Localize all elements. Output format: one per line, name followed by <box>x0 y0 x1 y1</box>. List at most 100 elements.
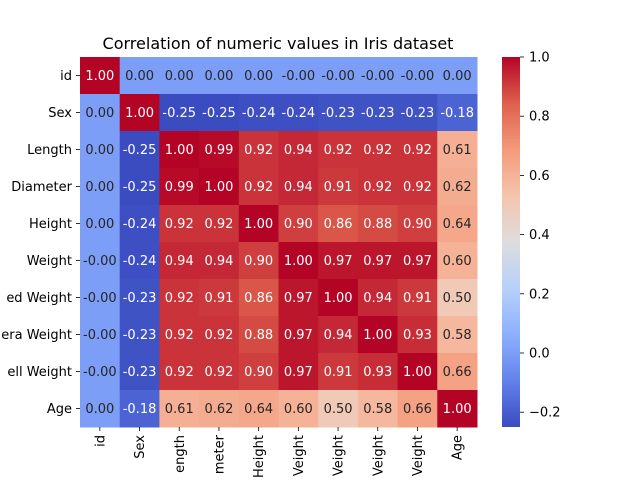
cell-value-label: 0.97 <box>284 328 313 343</box>
heatmap-cell <box>357 242 399 280</box>
heatmap-cell <box>119 316 160 354</box>
heatmap-cells <box>80 57 478 428</box>
x-tick-label: Height <box>252 435 267 478</box>
heatmap-cell <box>199 242 240 280</box>
cell-value-label: 0.00 <box>125 69 154 84</box>
cell-value-label: -0.24 <box>242 106 276 121</box>
heatmap-cell <box>159 205 200 243</box>
heatmap-cell <box>238 57 279 95</box>
cell-value-label: 0.58 <box>443 328 472 343</box>
x-tick-label: Age <box>451 435 466 460</box>
heatmap-cell <box>159 57 200 95</box>
cell-value-label: -0.24 <box>282 106 316 121</box>
heatmap-cell <box>357 205 399 243</box>
colorbar-tick-label: 1.0 <box>529 51 550 66</box>
cell-value-label: 0.61 <box>443 143 472 158</box>
heatmap-cell <box>397 279 438 317</box>
cell-value-label: 0.00 <box>85 143 114 158</box>
heatmap-cell <box>397 316 438 354</box>
heatmap-cell <box>159 279 200 317</box>
heatmap-cell <box>318 94 359 132</box>
cell-value-label: 0.92 <box>363 143 392 158</box>
heatmap-cell <box>278 279 319 317</box>
heatmap-cell <box>119 242 160 280</box>
heatmap-cell <box>238 205 279 243</box>
cell-value-label: 0.66 <box>443 365 472 380</box>
cell-value-label: -0.00 <box>83 254 117 269</box>
heatmap-cell <box>318 279 359 317</box>
cell-value-label: 0.92 <box>403 180 432 195</box>
heatmap-cell <box>80 390 121 428</box>
cell-value-label: 0.97 <box>284 365 313 380</box>
cell-value-label: 1.00 <box>244 217 273 232</box>
cell-value-label: 0.92 <box>204 217 233 232</box>
cell-value-label: -0.00 <box>321 69 355 84</box>
cell-value-label: 0.00 <box>204 69 233 84</box>
heatmap-cell <box>278 242 319 280</box>
heatmap-cell <box>318 353 359 391</box>
cell-value-label: 0.90 <box>244 254 273 269</box>
cell-value-label: -0.25 <box>123 143 157 158</box>
cell-value-label: 0.91 <box>324 365 353 380</box>
colorbar-tick-label: 0.8 <box>529 110 550 125</box>
x-axis: id Sex ength meter Height Veight Veight Veight V… <box>93 427 466 478</box>
heatmap-cell <box>199 390 240 428</box>
colorbar-tick-label: 0.2 <box>529 287 550 302</box>
cell-value-label: -0.25 <box>202 106 236 121</box>
heatmap-cell <box>318 57 359 95</box>
chart-title: Correlation of numeric values in Iris da… <box>103 34 454 53</box>
cell-value-label: 0.50 <box>324 402 353 417</box>
cell-value-label: 0.61 <box>165 402 194 417</box>
cell-value-label: 0.90 <box>244 365 273 380</box>
y-axis: id Sex Length Diameter Height Weight ed Weight… <box>1 69 80 417</box>
heatmap-cell <box>159 390 200 428</box>
heatmap-cell <box>318 390 359 428</box>
cell-value-label: 0.60 <box>284 402 313 417</box>
heatmap-cell <box>437 316 478 354</box>
cell-value-label: 0.62 <box>443 180 472 195</box>
heatmap-cell <box>80 316 121 354</box>
x-tick-label: Sex <box>133 435 148 459</box>
cell-value-label: 0.92 <box>204 365 233 380</box>
heatmap-cell <box>357 131 399 169</box>
heatmap-cell <box>119 279 160 317</box>
cell-value-label: 0.91 <box>204 291 233 306</box>
cell-value-label: 1.00 <box>324 291 353 306</box>
cell-value-label: 0.94 <box>324 328 353 343</box>
heatmap-cell <box>278 353 319 391</box>
cell-value-label: 0.99 <box>204 143 233 158</box>
cell-value-label: 0.00 <box>244 69 273 84</box>
cell-value-label: 0.00 <box>85 402 114 417</box>
heatmap-cell <box>159 94 200 132</box>
cell-value-label: 0.97 <box>284 291 313 306</box>
heatmap-cell <box>437 279 478 317</box>
heatmap-cell <box>397 242 438 280</box>
cell-value-label: -0.18 <box>123 402 157 417</box>
heatmap-cell <box>238 168 279 206</box>
x-tick-label: Veight <box>292 435 307 476</box>
cell-value-label: 0.88 <box>244 328 273 343</box>
y-tick-label: ed Weight <box>6 291 72 306</box>
x-tick-label: id <box>93 435 108 447</box>
cell-value-label: 0.50 <box>443 291 472 306</box>
cell-value-label: 0.92 <box>165 217 194 232</box>
heatmap-cell <box>318 242 359 280</box>
y-tick-label: id <box>60 69 72 84</box>
y-tick-label: Sex <box>48 106 72 121</box>
cell-value-label: 0.92 <box>165 291 194 306</box>
heatmap-cell <box>397 353 438 391</box>
cell-value-label: 0.92 <box>244 143 273 158</box>
cell-value-label: 0.97 <box>403 254 432 269</box>
cell-value-label: 1.00 <box>204 180 233 195</box>
heatmap-cell <box>397 168 438 206</box>
cell-value-label: 0.00 <box>85 180 114 195</box>
y-tick-label: Diameter <box>11 180 72 195</box>
heatmap-cell <box>199 94 240 132</box>
cell-value-label: 0.92 <box>363 180 392 195</box>
cell-value-label: -0.00 <box>401 69 435 84</box>
heatmap-cell <box>357 353 399 391</box>
cell-value-label: 0.97 <box>363 254 392 269</box>
heatmap-cell <box>357 390 399 428</box>
heatmap-cell <box>397 94 438 132</box>
heatmap-cell <box>357 168 399 206</box>
